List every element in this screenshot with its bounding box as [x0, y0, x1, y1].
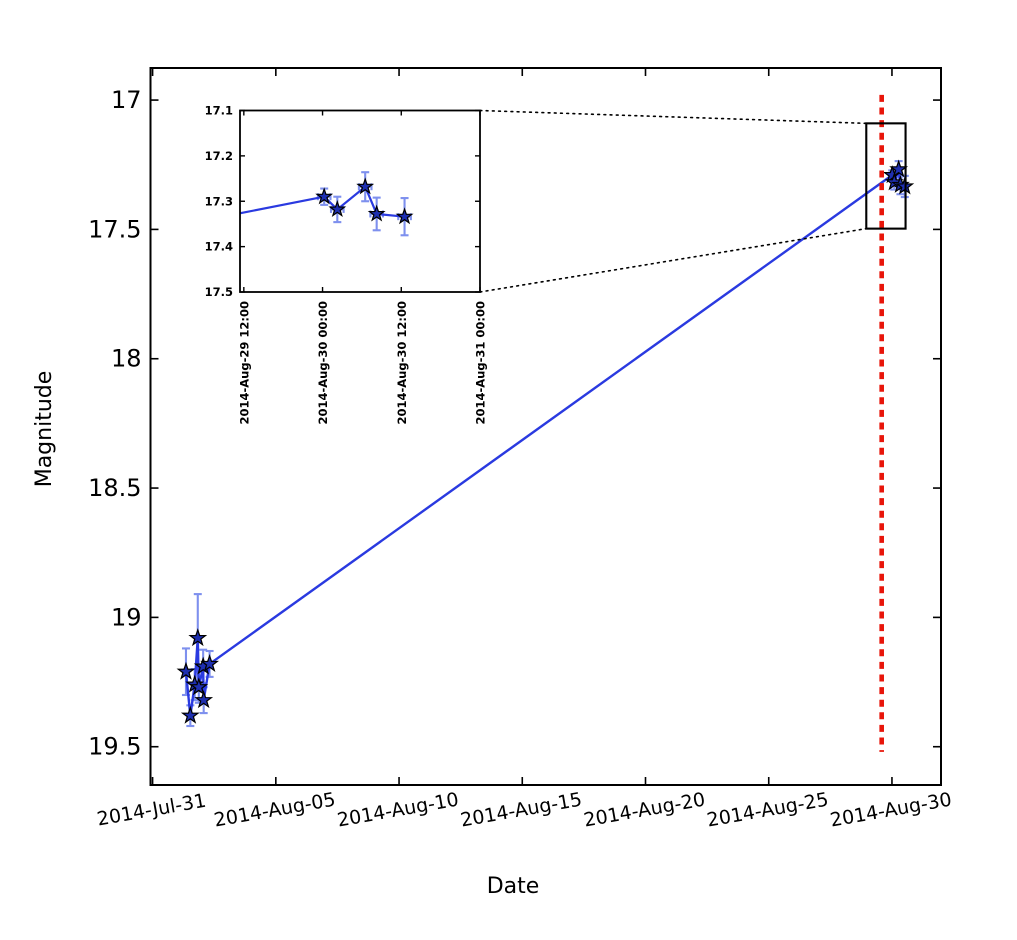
inset-axes-frame: [239, 109, 481, 293]
light-curve-data-point-star: [189, 677, 209, 696]
zoom-region-box: [865, 122, 907, 230]
y-tick-label: 18: [111, 345, 142, 373]
y-tick-label: 19: [111, 603, 142, 631]
inset-y-tick-label: 17.3: [205, 194, 233, 208]
inset-light-curve-data-point-star: [395, 207, 414, 225]
inset-x-tick-label: 2014-Aug-31 00:00: [474, 301, 488, 425]
inset-light-curve-data-point-star: [328, 200, 347, 218]
y-tick-label: 17.5: [88, 215, 141, 243]
main-axes-ticks: [150, 68, 941, 785]
inset-y-tick-label: 17.5: [205, 285, 233, 299]
light-curve-data-point-star: [176, 661, 196, 680]
inset-y-tick-label: 17.4: [205, 240, 233, 254]
inset-content: [240, 171, 414, 237]
y-tick-label: 19.5: [88, 733, 141, 761]
inset-light-curve-data-point-star: [315, 187, 334, 205]
x-tick-label: 2014-Aug-05: [212, 789, 337, 832]
x-tick-label: 2014-Aug-30: [828, 789, 953, 832]
inset-connector-line: [479, 227, 868, 293]
y-tick-label: 17: [111, 86, 142, 114]
y-axis-title: Magnitude: [32, 370, 57, 488]
inset-y-tick-label: 17.1: [205, 104, 233, 118]
x-tick-label: 2014-Aug-20: [582, 789, 707, 832]
x-tick-labels: 2014-Jul-31 2014-Aug-052014-Aug-102014-Au…: [95, 789, 953, 832]
inset-light-curve-markers: [315, 177, 414, 225]
x-tick-label: 2014-Aug-25: [705, 789, 830, 832]
light-curve-data-point-star: [188, 628, 208, 647]
light-curve-data-point-star: [889, 159, 909, 178]
inset-y-tick-labels: 17.1 17.2 17.3 17.4 17.5: [205, 104, 233, 300]
inset-x-tick-label: 2014-Aug-30 12:00: [395, 301, 409, 425]
inset-light-curve-data-point-star: [356, 177, 375, 195]
inset-y-tick-label: 17.2: [205, 149, 233, 163]
x-tick-label: 2014-Aug-10: [336, 789, 461, 832]
inset-connector-line: [479, 109, 868, 125]
x-axis-title: Date: [486, 874, 540, 899]
x-tick-label: 2014-Jul-31: [95, 790, 207, 831]
light-curve-data-point-star: [180, 705, 200, 724]
y-tick-label: 18.5: [88, 474, 141, 502]
inset-background: [240, 110, 480, 292]
light-curve-markers: [176, 159, 915, 724]
inset-light-curve-data-point-star: [367, 204, 386, 222]
inset-x-tick-label: 2014-Aug-29 12:00: [237, 301, 251, 425]
light-curve-data-point-star: [200, 654, 220, 672]
inset-x-tick-labels: 2014-Aug-29 12:00 2014-Aug-30 00:00 2014-A…: [237, 301, 487, 425]
light-curve-data-point-star: [194, 690, 214, 709]
y-tick-labels: 17 17.5 18 18.5 19 19.5: [88, 86, 141, 761]
main-axes-frame: [149, 67, 942, 786]
inset-x-tick-label: 2014-Aug-30 00:00: [316, 301, 330, 425]
x-tick-label: 2014-Aug-15: [459, 789, 584, 832]
